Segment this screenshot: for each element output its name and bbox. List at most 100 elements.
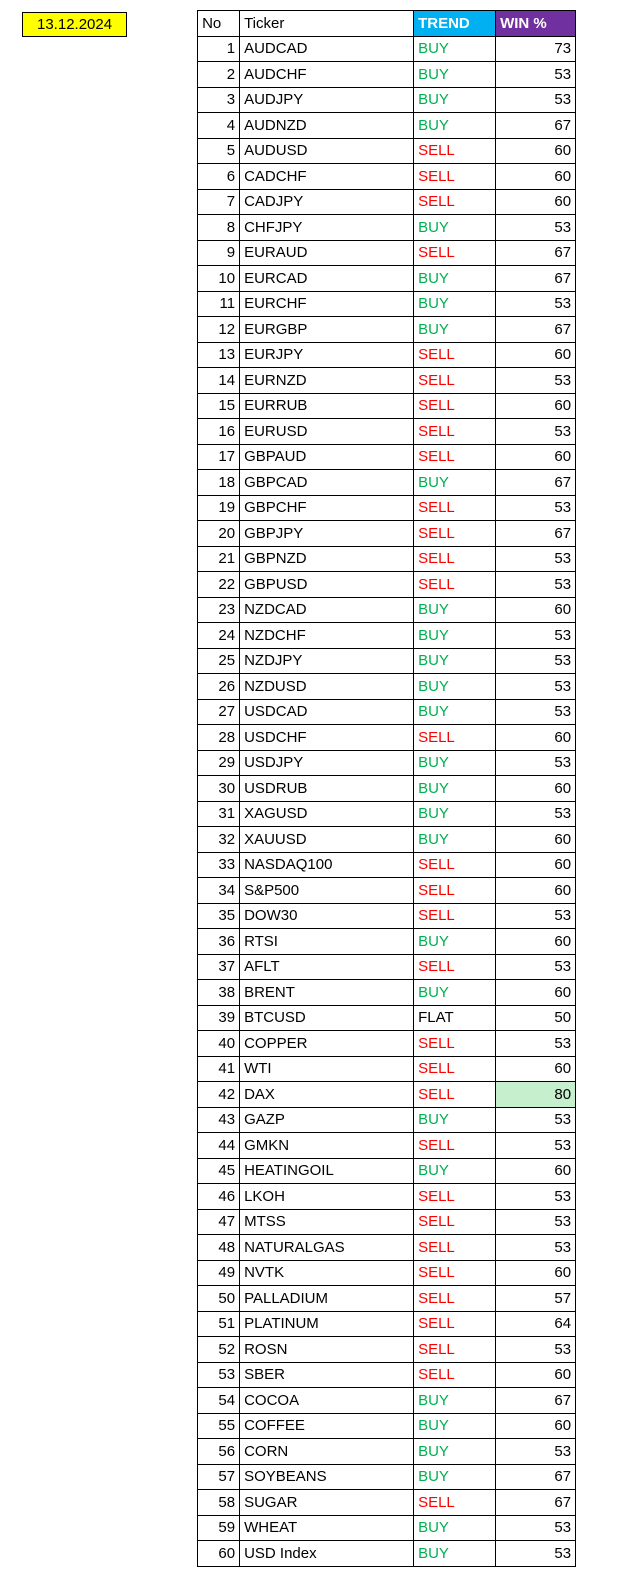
cell-ticker: USDCHF [240, 725, 414, 751]
cell-trend: SELL [414, 725, 496, 751]
table-row: 20GBPJPYSELL67 [198, 521, 576, 547]
table-row: 49NVTKSELL60 [198, 1260, 576, 1286]
cell-trend: BUY [414, 750, 496, 776]
cell-ticker: NZDCAD [240, 597, 414, 623]
cell-no: 1 [198, 36, 240, 62]
cell-ticker: XAUUSD [240, 827, 414, 853]
table-row: 9EURAUDSELL67 [198, 240, 576, 266]
cell-no: 43 [198, 1107, 240, 1133]
cell-ticker: SBER [240, 1362, 414, 1388]
cell-ticker: COFFEE [240, 1413, 414, 1439]
table-row: 16EURUSDSELL53 [198, 419, 576, 445]
cell-trend: SELL [414, 903, 496, 929]
cell-trend: SELL [414, 189, 496, 215]
cell-win: 53 [496, 572, 576, 598]
table-row: 59WHEATBUY53 [198, 1515, 576, 1541]
table-row: 13EURJPYSELL60 [198, 342, 576, 368]
cell-trend: SELL [414, 393, 496, 419]
table-row: 44GMKNSELL53 [198, 1133, 576, 1159]
cell-no: 20 [198, 521, 240, 547]
cell-trend: BUY [414, 317, 496, 343]
cell-no: 17 [198, 444, 240, 470]
cell-trend: BUY [414, 1541, 496, 1567]
cell-ticker: XAGUSD [240, 801, 414, 827]
cell-win: 60 [496, 980, 576, 1006]
date-badge: 13.12.2024 [22, 12, 127, 37]
cell-trend: SELL [414, 1490, 496, 1516]
cell-win: 53 [496, 1184, 576, 1210]
cell-trend: SELL [414, 1260, 496, 1286]
cell-trend: SELL [414, 1286, 496, 1312]
table-row: 48NATURALGASSELL53 [198, 1235, 576, 1261]
cell-trend: SELL [414, 521, 496, 547]
cell-trend: SELL [414, 1184, 496, 1210]
table-row: 30USDRUBBUY60 [198, 776, 576, 802]
cell-trend: BUY [414, 36, 496, 62]
cell-win: 53 [496, 1515, 576, 1541]
cell-ticker: GBPJPY [240, 521, 414, 547]
cell-win: 53 [496, 62, 576, 88]
table-row: 46LKOHSELL53 [198, 1184, 576, 1210]
cell-no: 19 [198, 495, 240, 521]
cell-trend: SELL [414, 1082, 496, 1108]
table-row: 45HEATINGOILBUY60 [198, 1158, 576, 1184]
cell-no: 23 [198, 597, 240, 623]
cell-ticker: EURCAD [240, 266, 414, 292]
cell-win: 60 [496, 929, 576, 955]
cell-no: 15 [198, 393, 240, 419]
cell-no: 22 [198, 572, 240, 598]
table-row: 53SBERSELL60 [198, 1362, 576, 1388]
cell-win: 60 [496, 1362, 576, 1388]
table-row: 42DAXSELL80 [198, 1082, 576, 1108]
cell-win: 53 [496, 1209, 576, 1235]
table-row: 27USDCADBUY53 [198, 699, 576, 725]
cell-no: 26 [198, 674, 240, 700]
cell-no: 12 [198, 317, 240, 343]
cell-ticker: GBPAUD [240, 444, 414, 470]
signals-table: No Ticker TREND WIN % 1AUDCADBUY732AUDCH… [197, 10, 576, 1567]
cell-ticker: GMKN [240, 1133, 414, 1159]
cell-no: 24 [198, 623, 240, 649]
cell-no: 49 [198, 1260, 240, 1286]
table-row: 34S&P500SELL60 [198, 878, 576, 904]
cell-trend: BUY [414, 1158, 496, 1184]
cell-trend: BUY [414, 776, 496, 802]
cell-ticker: WTI [240, 1056, 414, 1082]
cell-ticker: AUDCAD [240, 36, 414, 62]
cell-no: 48 [198, 1235, 240, 1261]
table-row: 14EURNZDSELL53 [198, 368, 576, 394]
table-row: 32XAUUSDBUY60 [198, 827, 576, 853]
cell-trend: SELL [414, 878, 496, 904]
cell-win: 53 [496, 623, 576, 649]
cell-ticker: AUDCHF [240, 62, 414, 88]
table-row: 12EURGBPBUY67 [198, 317, 576, 343]
cell-ticker: GBPNZD [240, 546, 414, 572]
cell-ticker: BTCUSD [240, 1005, 414, 1031]
table-row: 36RTSIBUY60 [198, 929, 576, 955]
cell-win: 60 [496, 444, 576, 470]
cell-trend: FLAT [414, 1005, 496, 1031]
cell-no: 18 [198, 470, 240, 496]
cell-ticker: CORN [240, 1439, 414, 1465]
cell-win: 53 [496, 1541, 576, 1567]
cell-win: 60 [496, 1260, 576, 1286]
cell-win: 60 [496, 342, 576, 368]
cell-win: 53 [496, 1337, 576, 1363]
table-row: 4AUDNZDBUY67 [198, 113, 576, 139]
table-row: 41WTISELL60 [198, 1056, 576, 1082]
cell-no: 35 [198, 903, 240, 929]
cell-trend: BUY [414, 1107, 496, 1133]
table-row: 10EURCADBUY67 [198, 266, 576, 292]
table-row: 5AUDUSDSELL60 [198, 138, 576, 164]
cell-win: 57 [496, 1286, 576, 1312]
cell-trend: SELL [414, 240, 496, 266]
cell-win: 53 [496, 87, 576, 113]
cell-trend: BUY [414, 674, 496, 700]
cell-no: 58 [198, 1490, 240, 1516]
col-header-ticker: Ticker [240, 11, 414, 37]
table-row: 39BTCUSDFLAT50 [198, 1005, 576, 1031]
cell-win: 73 [496, 36, 576, 62]
cell-win: 53 [496, 291, 576, 317]
table-row: 26NZDUSDBUY53 [198, 674, 576, 700]
cell-no: 42 [198, 1082, 240, 1108]
